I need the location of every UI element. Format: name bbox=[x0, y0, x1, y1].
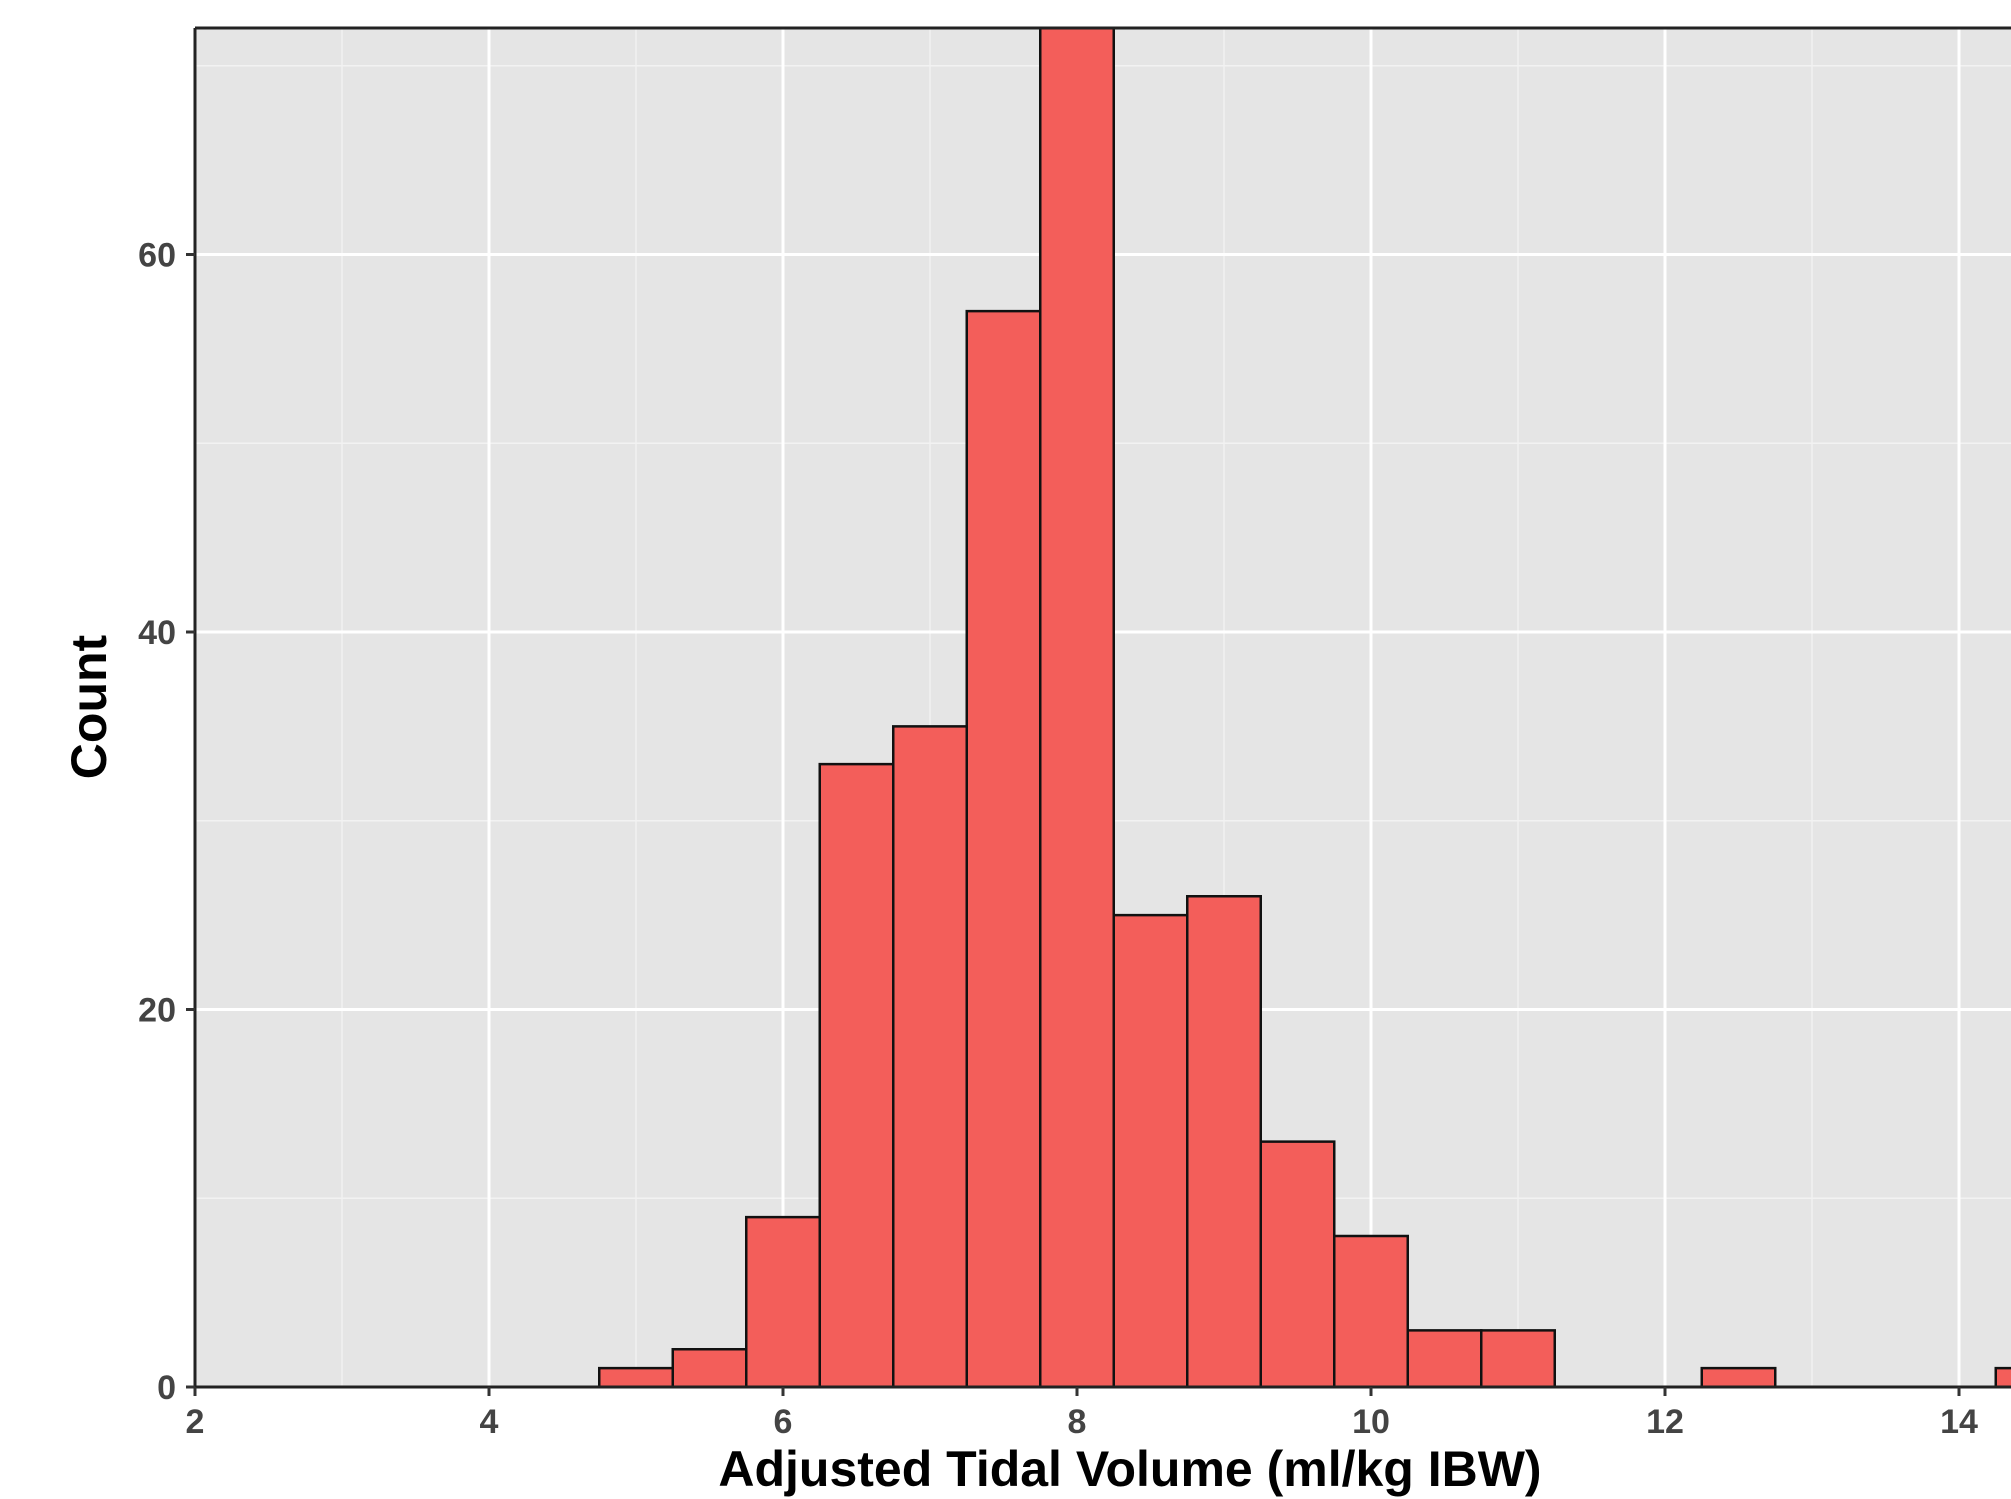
x-tick-label: 12 bbox=[1646, 1403, 1684, 1441]
histogram-bar bbox=[598, 1366, 674, 1389]
y-axis-ticks: 0 20 40 60 bbox=[138, 237, 195, 1407]
x-tick-label: 4 bbox=[480, 1403, 499, 1441]
histogram-bar bbox=[1700, 1366, 1777, 1389]
x-tick-label: 2 bbox=[186, 1403, 205, 1441]
histogram-bar bbox=[1333, 1234, 1409, 1389]
histogram-bar bbox=[1186, 895, 1262, 1389]
histogram-bars bbox=[598, 26, 2011, 1389]
histogram-bar bbox=[818, 762, 895, 1389]
histogram-bar bbox=[671, 1348, 748, 1389]
y-tick-label: 40 bbox=[138, 614, 176, 652]
x-tick-label: 10 bbox=[1352, 1403, 1390, 1441]
histogram-bar bbox=[892, 725, 968, 1389]
y-axis-title: Count bbox=[61, 634, 117, 779]
y-tick-label: 60 bbox=[138, 237, 176, 275]
histogram-bar bbox=[1480, 1329, 1556, 1389]
y-tick-label: 0 bbox=[157, 1369, 176, 1407]
x-axis-title: Adjusted Tidal Volume (ml/kg IBW) bbox=[718, 1441, 1541, 1497]
histogram-bar bbox=[1406, 1329, 1483, 1389]
histogram-bar bbox=[1112, 913, 1189, 1389]
histogram-bar bbox=[965, 309, 1042, 1389]
histogram-bar bbox=[1039, 26, 1115, 1389]
x-tick-label: 8 bbox=[1068, 1403, 1087, 1441]
histogram-bar bbox=[745, 1215, 821, 1389]
x-axis-ticks: 2 4 6 8 10 12 14 bbox=[186, 1387, 1978, 1441]
y-tick-label: 20 bbox=[138, 992, 176, 1030]
x-tick-label: 6 bbox=[774, 1403, 793, 1441]
x-tick-label: 14 bbox=[1940, 1403, 1978, 1441]
histogram-bar bbox=[1259, 1140, 1336, 1389]
histogram-bar bbox=[1994, 1366, 2011, 1389]
